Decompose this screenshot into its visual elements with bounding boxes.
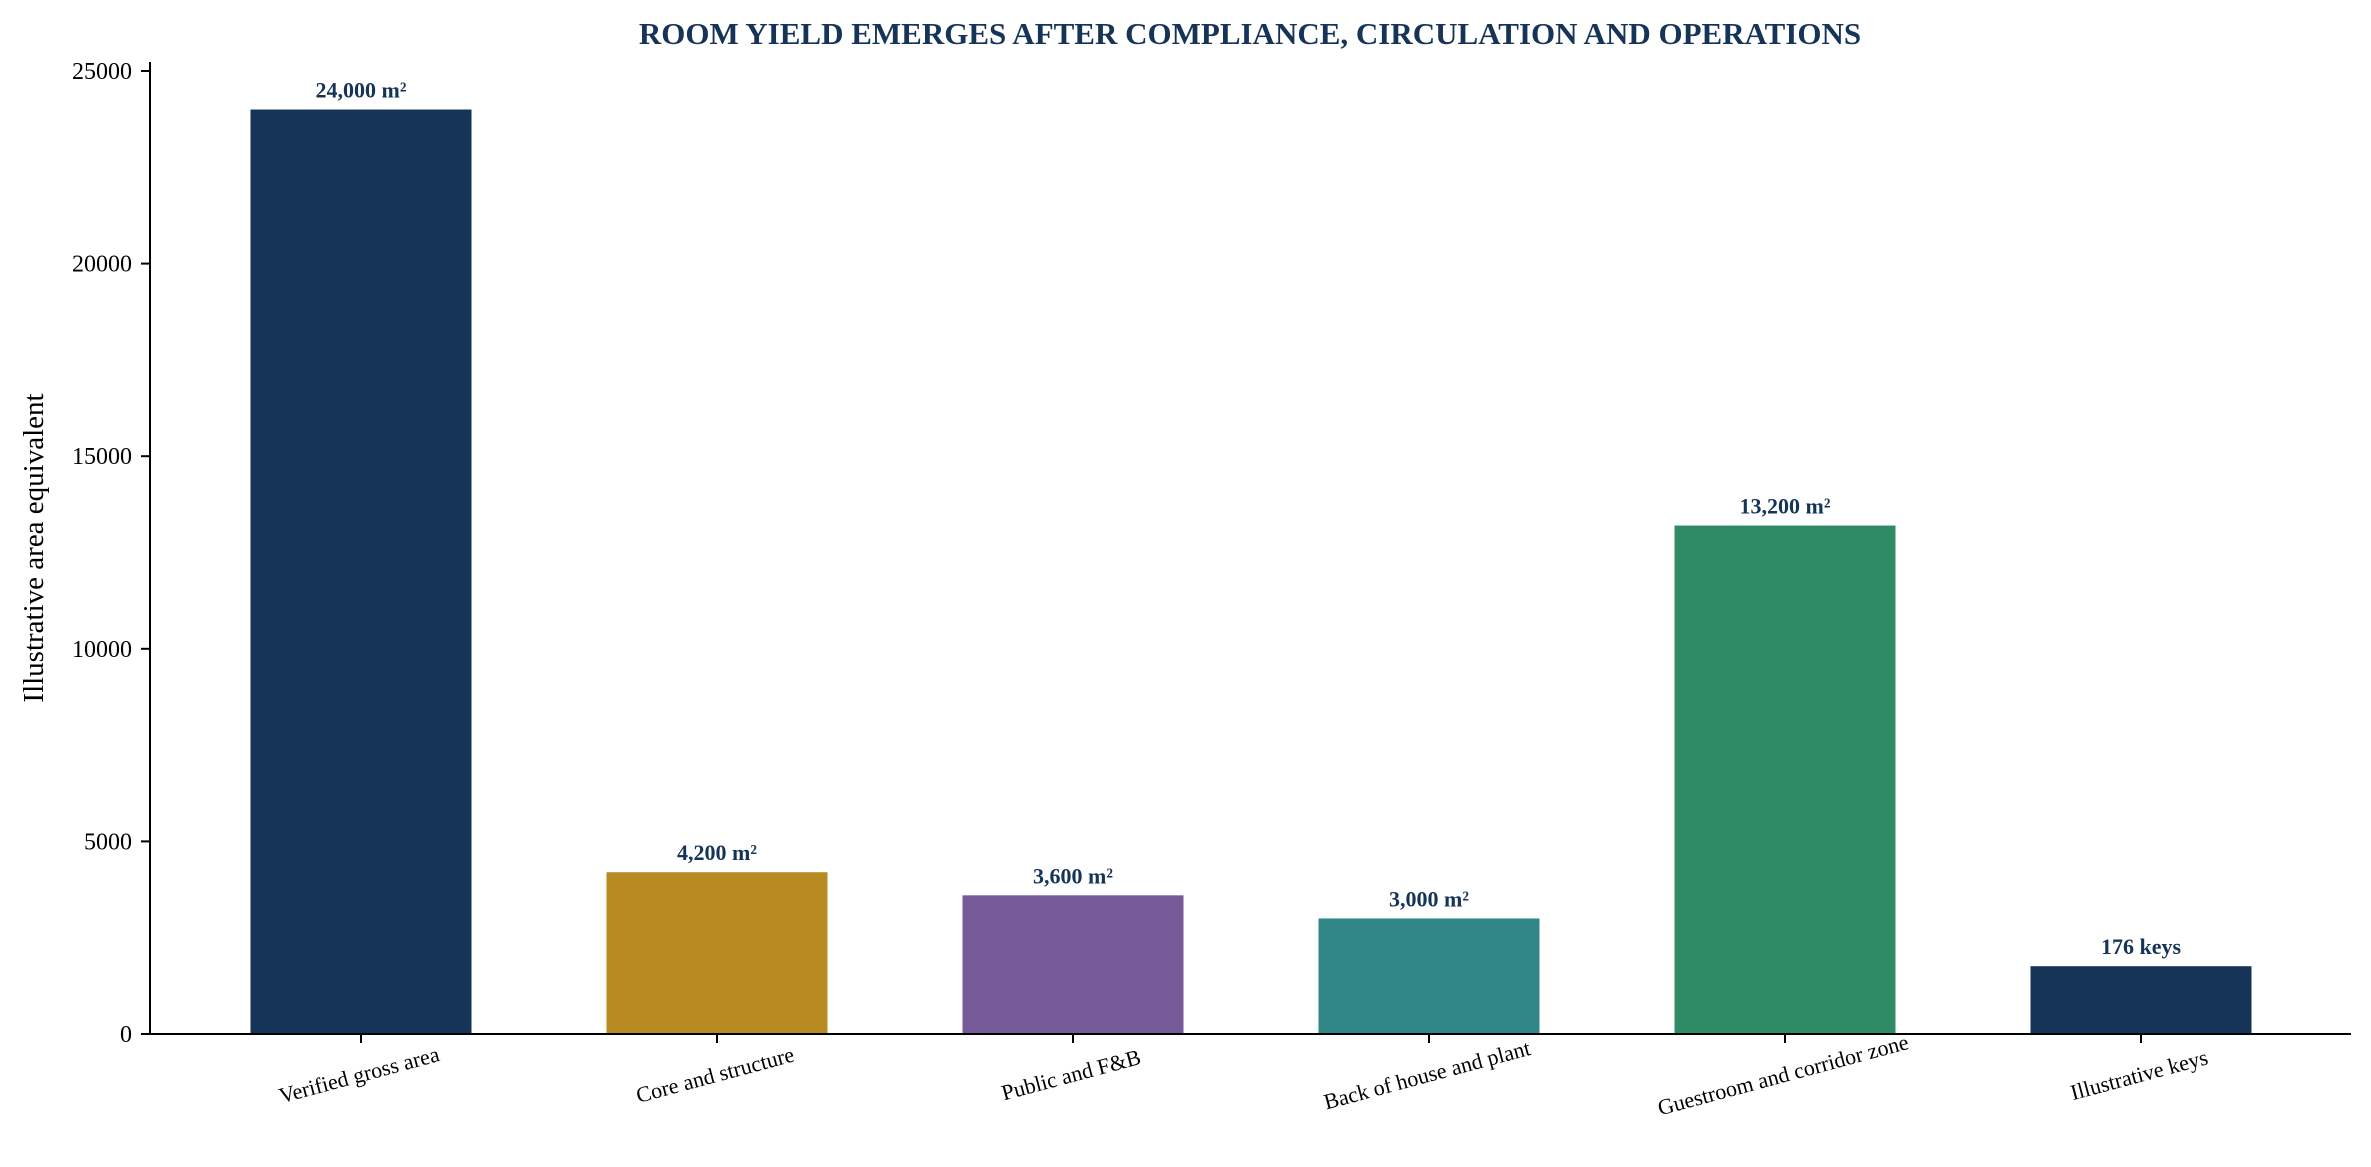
- x-tick-label: Core and structure: [633, 1042, 796, 1108]
- x-tick-label: Verified gross area: [276, 1041, 442, 1108]
- x-axis-ticks: Verified gross area Core and structure Pub…: [276, 1029, 2210, 1120]
- bar: [962, 895, 1184, 1034]
- bar: [1318, 918, 1540, 1034]
- bar: [1674, 525, 1896, 1034]
- chart-title: ROOM YIELD EMERGES AFTER COMPLIANCE, CIR…: [639, 16, 1861, 51]
- x-tick-label: Guestroom and corridor zone: [1655, 1029, 1911, 1120]
- y-tick-label: 10000: [72, 637, 132, 663]
- bar: [2030, 966, 2252, 1034]
- y-axis-label: Illustrative area equivalent: [18, 393, 50, 702]
- data-labels-layer: 24,000 m² 4,200 m² 3,600 m² 3,000 m² 13,200 …: [316, 78, 2182, 960]
- y-tick-label: 25000: [72, 59, 132, 85]
- y-tick-label: 15000: [72, 444, 132, 470]
- data-label: 24,000 m²: [316, 78, 407, 103]
- bar: [606, 872, 828, 1034]
- y-axis-ticks: 0 5000 10000 15000 20000 25000: [72, 59, 150, 1048]
- bars-layer: [250, 109, 2252, 1034]
- data-label: 4,200 m²: [677, 840, 757, 865]
- data-label: 13,200 m²: [1740, 494, 1831, 519]
- bar: [250, 109, 472, 1034]
- data-label: 3,000 m²: [1389, 886, 1469, 911]
- x-tick-label: Back of house and plant: [1321, 1035, 1533, 1114]
- y-tick-label: 5000: [84, 829, 132, 855]
- data-label: 3,600 m²: [1033, 863, 1113, 888]
- x-tick-label: Illustrative keys: [2068, 1044, 2211, 1105]
- y-tick-label: 0: [120, 1022, 132, 1048]
- y-tick-label: 20000: [72, 252, 132, 278]
- x-tick-label: Public and F&B: [999, 1044, 1144, 1105]
- data-label: 176 keys: [2101, 934, 2182, 959]
